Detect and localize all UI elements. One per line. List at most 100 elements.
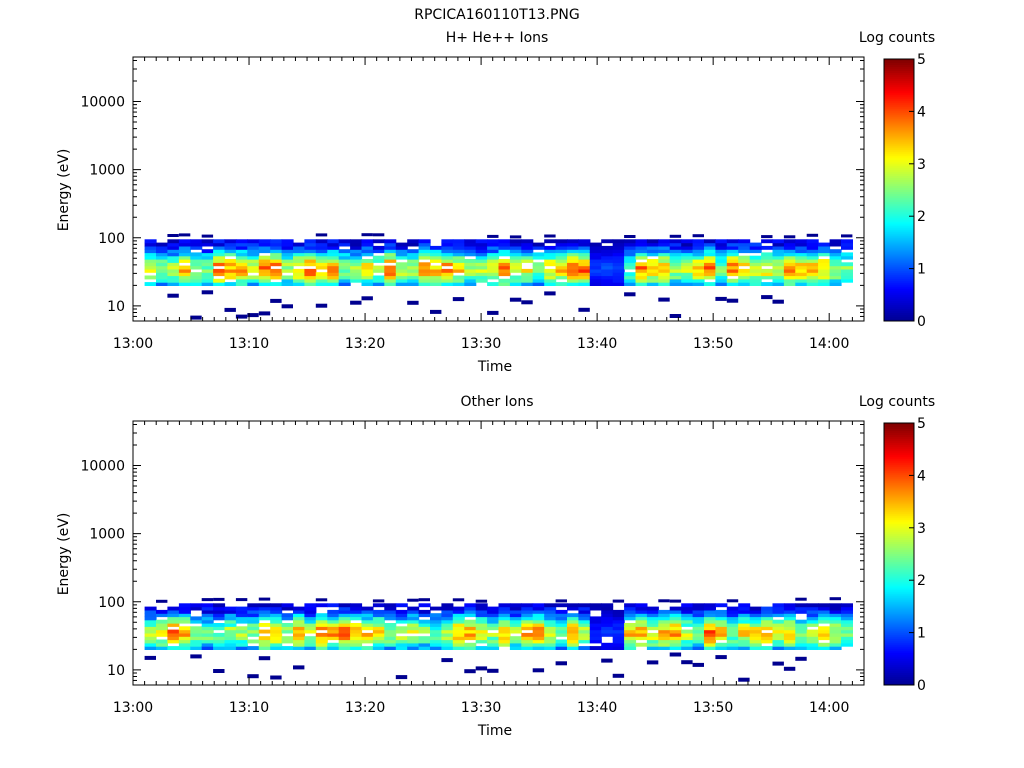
colorbar-segment bbox=[884, 223, 914, 227]
spectrogram-cell bbox=[704, 252, 716, 257]
spectrogram-cell bbox=[589, 268, 602, 273]
spectrogram-cell bbox=[806, 242, 819, 247]
colorbar-segment bbox=[884, 128, 914, 131]
spectrogram-cell bbox=[612, 249, 625, 254]
spectrogram-cell bbox=[532, 639, 545, 644]
spectrogram-cell bbox=[441, 242, 454, 247]
spectrogram-cell bbox=[498, 623, 511, 627]
spectrogram-cell bbox=[270, 646, 283, 650]
colorbar-segment bbox=[884, 241, 914, 245]
spectrogram-cell bbox=[315, 623, 328, 627]
spectrogram-cell bbox=[509, 268, 522, 273]
spectrogram-cell bbox=[806, 262, 819, 267]
spectrogram-cell bbox=[658, 275, 671, 280]
colorbar-segment bbox=[884, 683, 914, 686]
spectrogram-cell bbox=[281, 249, 294, 254]
spectrogram-cell bbox=[475, 632, 488, 637]
colorbar-segment bbox=[884, 311, 914, 314]
spectrogram-cell bbox=[178, 239, 191, 244]
spectrogram-cell bbox=[841, 268, 853, 273]
spectrogram-cell bbox=[395, 272, 408, 277]
spectrogram-cell bbox=[247, 239, 260, 244]
spectrogram-cell bbox=[475, 599, 488, 603]
spectrogram-cell bbox=[806, 619, 819, 624]
spectrogram-cell bbox=[818, 265, 831, 270]
spectrogram-cell bbox=[669, 265, 682, 270]
spectrogram-cell bbox=[498, 272, 511, 277]
spectrogram-cell bbox=[235, 626, 248, 631]
spectrogram-cell bbox=[635, 619, 648, 624]
spectrogram-cell bbox=[407, 278, 420, 283]
spectrogram-cell bbox=[475, 262, 488, 267]
spectrogram-cell bbox=[601, 259, 614, 263]
colorbar-segment bbox=[884, 267, 914, 270]
spectrogram-cell bbox=[658, 239, 671, 244]
colorbar-segment bbox=[884, 530, 914, 533]
spectrogram-cell bbox=[464, 245, 477, 250]
spectrogram-cells bbox=[144, 597, 853, 682]
spectrogram-cell bbox=[213, 268, 226, 273]
spectrogram-cell bbox=[201, 259, 214, 263]
spectrogram-cell bbox=[795, 272, 808, 277]
spectrogram-cell bbox=[201, 626, 214, 631]
spectrogram-cell bbox=[213, 597, 225, 601]
spectrogram-cell bbox=[452, 619, 465, 624]
colorbar-segment bbox=[884, 423, 914, 426]
spectrogram-cell bbox=[201, 278, 214, 283]
spectrogram-cell bbox=[806, 245, 819, 250]
spectrogram-cell bbox=[612, 632, 625, 637]
spectrogram-cell bbox=[658, 619, 671, 624]
spectrogram-cell bbox=[327, 245, 340, 250]
spectrogram-cell bbox=[761, 646, 774, 650]
spectrogram-cell bbox=[384, 255, 397, 260]
spectrogram-cell bbox=[509, 629, 522, 634]
spectrogram-cell bbox=[327, 262, 340, 267]
spectrogram-cell bbox=[624, 249, 637, 254]
colorbar-segment bbox=[884, 221, 914, 225]
colorbar-segment bbox=[884, 279, 914, 282]
spectrogram-cell bbox=[361, 632, 374, 637]
spectrogram-cell bbox=[567, 639, 579, 644]
colorbar-segment bbox=[884, 62, 914, 66]
spectrogram-cell bbox=[304, 249, 317, 254]
colorbar-segment bbox=[884, 643, 914, 646]
colorbar-segment bbox=[884, 452, 914, 456]
spectrogram-cell bbox=[224, 613, 237, 618]
spectrogram-cell bbox=[578, 259, 591, 263]
spectrogram-cell bbox=[350, 259, 363, 263]
spectrogram-cell bbox=[544, 249, 557, 254]
spectrogram-cell bbox=[783, 245, 796, 250]
spectrogram-cell bbox=[681, 249, 694, 254]
spectrogram-cell bbox=[567, 646, 579, 650]
spectrogram-cell bbox=[350, 242, 363, 247]
spectrogram-cell bbox=[384, 275, 397, 280]
spectrogram-cell bbox=[772, 272, 785, 277]
spectrogram-cell bbox=[372, 265, 385, 270]
spectrogram-cell bbox=[589, 272, 602, 277]
spectrogram-cell bbox=[361, 242, 374, 247]
spectrogram-cell bbox=[612, 262, 625, 267]
spectrogram-cell bbox=[224, 616, 237, 621]
spectrogram-cell bbox=[258, 262, 271, 267]
spectrogram-cell bbox=[635, 632, 648, 637]
spectrogram-cell bbox=[384, 626, 397, 631]
spectrogram-cell bbox=[749, 629, 762, 634]
spectrogram-cell bbox=[498, 239, 511, 244]
spectrogram-cell bbox=[772, 278, 785, 283]
spectrogram-cell bbox=[281, 239, 294, 244]
spectrogram-cell bbox=[304, 282, 317, 286]
spectrogram-cell bbox=[783, 272, 796, 277]
spectrogram-cell bbox=[795, 252, 808, 257]
spectrogram-cell bbox=[841, 616, 853, 621]
spectrogram-cell bbox=[487, 262, 500, 267]
spectrogram-cell bbox=[452, 239, 465, 244]
spectrogram-cell bbox=[726, 262, 739, 267]
spectrogram-cell bbox=[452, 268, 465, 273]
spectrogram-cell bbox=[213, 603, 226, 608]
figure-title: RPCICA160110T13.PNG bbox=[414, 7, 579, 23]
colorbar-segment bbox=[884, 152, 914, 155]
spectrogram-cell bbox=[487, 619, 500, 624]
spectrogram-cell bbox=[612, 616, 625, 621]
spectrogram-cell bbox=[167, 293, 179, 298]
spectrogram-cell bbox=[418, 626, 431, 631]
